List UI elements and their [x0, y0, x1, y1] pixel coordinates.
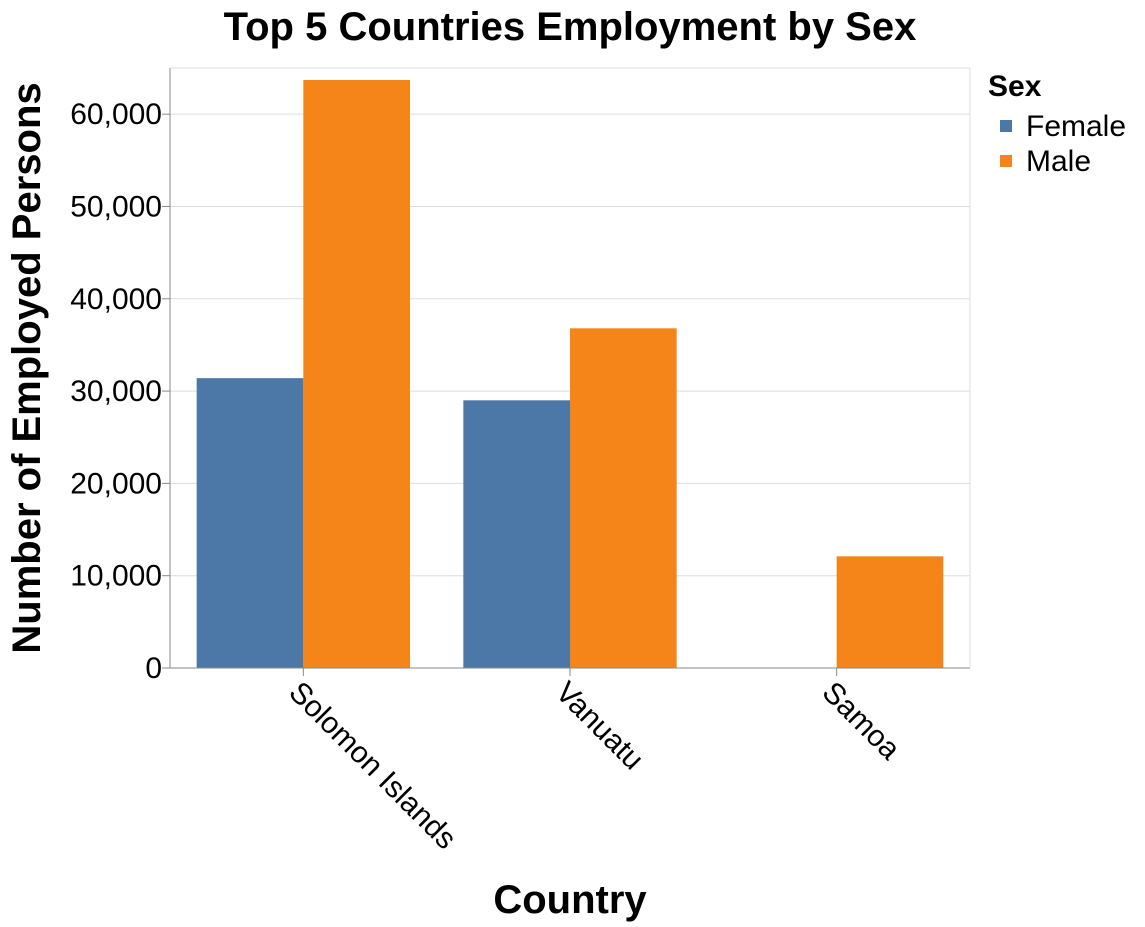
y-axis-ticks: 0 10,000 20,000 30,000 40,000 50,000 60,000: [70, 98, 170, 685]
y-axis-title: Number of Employed Persons: [5, 82, 49, 653]
y-tick-label: 0: [145, 652, 162, 685]
y-tick-label: 40,000: [70, 283, 162, 316]
x-tick-label: Solomon Islands: [282, 676, 462, 856]
bar-male-solomon-islands: [303, 80, 410, 668]
y-tick-label: 10,000: [70, 560, 162, 593]
legend-label-male: Male: [1026, 145, 1091, 178]
bar-female-vanuatu: [463, 400, 570, 668]
y-tick-label: 60,000: [70, 98, 162, 131]
legend-swatch-female: [1000, 120, 1012, 132]
legend-label-female: Female: [1026, 110, 1126, 143]
chart-title: Top 5 Countries Employment by Sex: [224, 5, 917, 49]
x-tick-label: Vanuatu: [549, 676, 650, 777]
y-tick-label: 30,000: [70, 375, 162, 408]
x-axis-ticks: Solomon Islands Vanuatu Samoa: [282, 668, 906, 856]
bar-male-samoa: [836, 556, 944, 668]
bar-male-vanuatu: [570, 328, 677, 668]
y-tick-label: 50,000: [70, 190, 162, 223]
legend-title: Sex: [988, 70, 1042, 103]
bar-female-solomon-islands: [196, 378, 304, 668]
y-tick-label: 20,000: [70, 467, 162, 500]
x-tick-label: Samoa: [816, 676, 907, 767]
legend-swatch-male: [1000, 155, 1012, 167]
bars: [196, 80, 944, 668]
x-axis-title: Country: [493, 878, 647, 922]
